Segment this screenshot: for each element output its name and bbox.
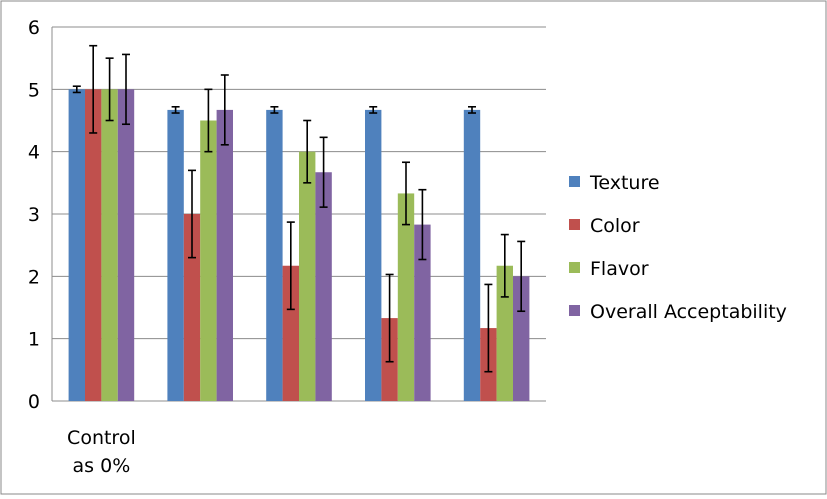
bar [397,193,415,401]
x-tick-label-line: Control [67,427,136,449]
bar [183,214,201,401]
bar [282,265,299,401]
error-bars [72,44,526,373]
legend-swatch [569,176,580,187]
bar [365,109,382,402]
y-tick-label: 5 [28,79,40,101]
bar [68,89,85,401]
bars [68,89,530,402]
bar [496,265,513,401]
bar [101,89,118,401]
bar [216,109,233,402]
legend: Texture Color Flavor Overall Acceptability [569,172,787,323]
x-tick-label: Control as 0% [67,427,136,477]
y-tick-label: 0 [28,391,40,413]
legend-swatch [569,219,580,230]
bar [463,109,481,402]
y-tick-label: 4 [28,142,40,164]
y-axis-ticks: 0 1 2 3 4 5 6 [28,17,40,413]
legend-label: Overall Acceptability [590,301,787,323]
bar [200,120,217,401]
x-axis-ticks: Control as 0% [67,427,136,477]
y-tick-label: 2 [28,266,40,288]
y-tick-label: 3 [28,204,40,226]
bar [266,109,283,402]
bar [117,89,135,401]
x-tick-label-line: as 0% [73,455,131,477]
bar [85,89,102,401]
legend-swatch [569,305,580,316]
bar [299,151,316,401]
legend-label: Flavor [590,258,649,280]
legend-label: Texture [589,172,660,194]
bar [315,172,332,401]
y-tick-label: 1 [28,329,40,351]
bar [513,276,530,401]
y-tick-label: 6 [28,17,40,39]
legend-label: Color [590,215,640,237]
bar [167,109,184,402]
bar [414,224,431,401]
legend-swatch [569,262,580,273]
